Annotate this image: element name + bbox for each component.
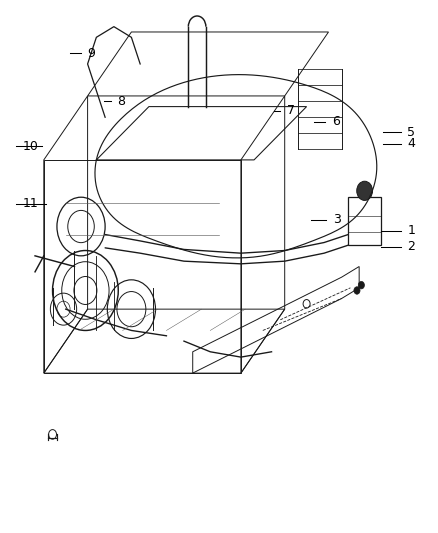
Bar	[348, 197, 381, 245]
Circle shape	[354, 287, 360, 294]
Text: 6: 6	[332, 115, 340, 128]
Text: 10: 10	[23, 140, 39, 152]
Text: 8: 8	[117, 95, 125, 108]
Text: 5: 5	[407, 126, 415, 139]
Text: 4: 4	[407, 138, 415, 150]
Text: 3: 3	[333, 213, 341, 226]
Text: 7: 7	[287, 104, 295, 117]
Text: 11: 11	[23, 197, 39, 210]
Text: 1: 1	[407, 224, 415, 237]
Circle shape	[357, 181, 372, 200]
Text: 9: 9	[88, 47, 95, 60]
Circle shape	[358, 281, 364, 289]
Text: 2: 2	[407, 240, 415, 253]
